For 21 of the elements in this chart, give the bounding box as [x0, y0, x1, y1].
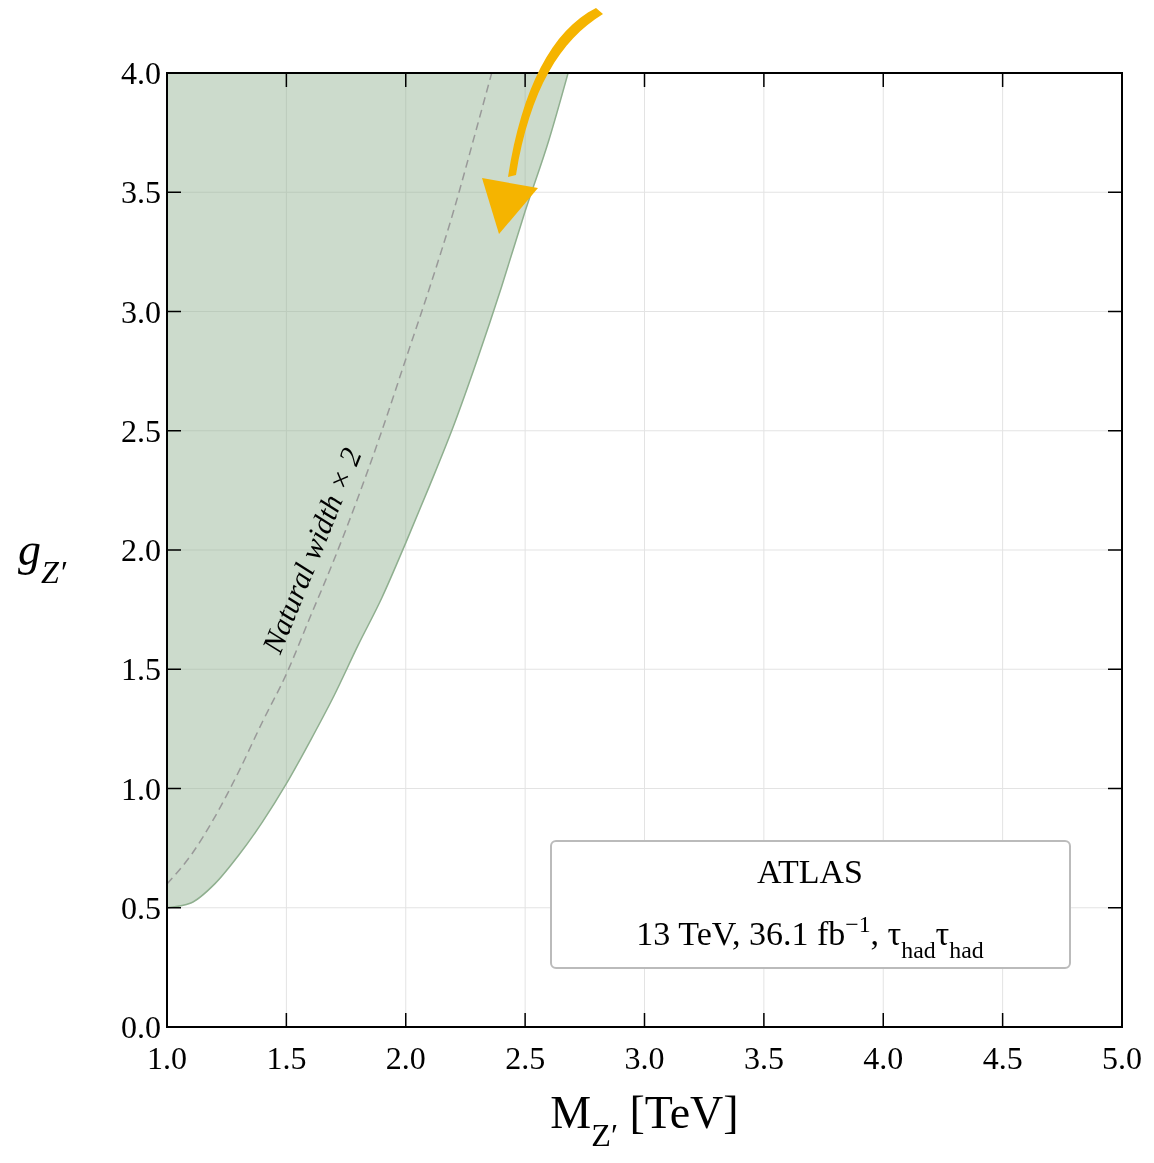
y-axis-title: g$_{Z′}$	[18, 524, 67, 590]
x-tick-label: 2.0	[385, 1040, 426, 1076]
y-tick-label: 1.5	[121, 651, 161, 688]
annotation: ATLAS	[757, 853, 863, 890]
x-tick-label: 4.0	[863, 1040, 904, 1076]
x-tick-label: 5.0	[1102, 1040, 1142, 1076]
y-tick-label: 0.5	[121, 889, 161, 926]
x-tick-label: 4.5	[982, 1040, 1023, 1076]
line-series	[167, 73, 493, 885]
y-tick-label: 3.5	[121, 174, 161, 211]
y-tick-label: 4.0	[121, 55, 161, 91]
y-tick-label: 3.0	[121, 293, 161, 330]
x-tick-label: 2.5	[505, 1040, 546, 1076]
y-tick-label: 1.0	[121, 770, 161, 807]
y-tick-label: 2.5	[121, 412, 161, 449]
y-tick-label: 2.0	[121, 532, 161, 568]
x-axis-title: M$_{Z′}$ [TeV]	[550, 1087, 739, 1153]
annotation: 13 TeV, 36.1 fb$^{−1}$, τ$_{had}$τ$_{had}$	[636, 911, 984, 963]
x-tick-label: 1.5	[266, 1040, 307, 1076]
x-tick-label: 3.5	[743, 1040, 784, 1076]
x-tick-label: 3.0	[624, 1040, 665, 1076]
